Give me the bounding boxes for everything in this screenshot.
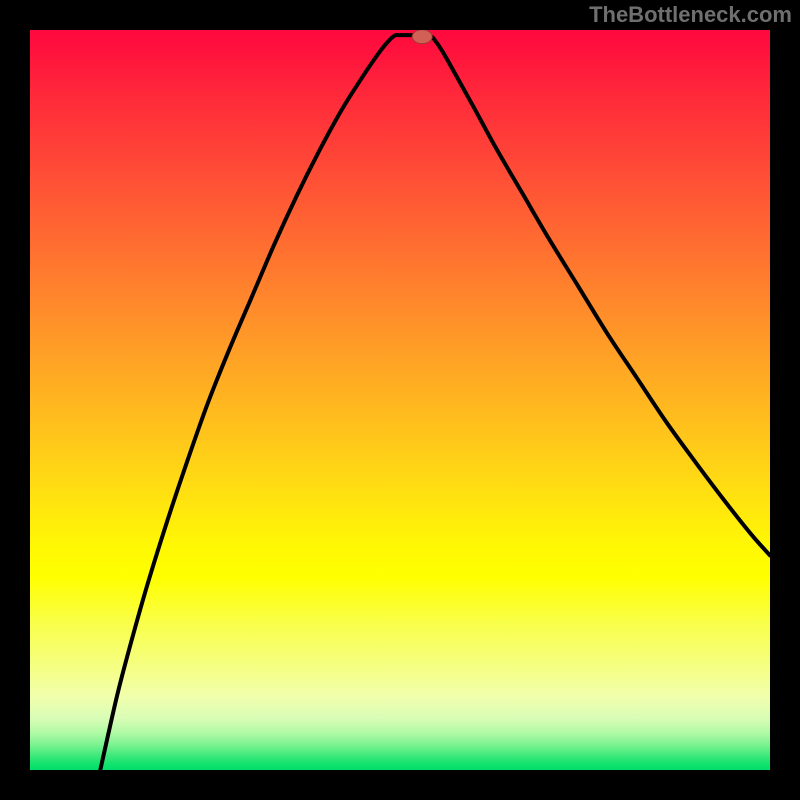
- plot-background: [30, 30, 770, 770]
- plot-area: [30, 30, 770, 770]
- chart-container: TheBottleneck.com: [0, 0, 800, 800]
- plot-svg: [30, 30, 770, 770]
- watermark-text: TheBottleneck.com: [589, 2, 792, 28]
- bottleneck-marker: [412, 30, 432, 44]
